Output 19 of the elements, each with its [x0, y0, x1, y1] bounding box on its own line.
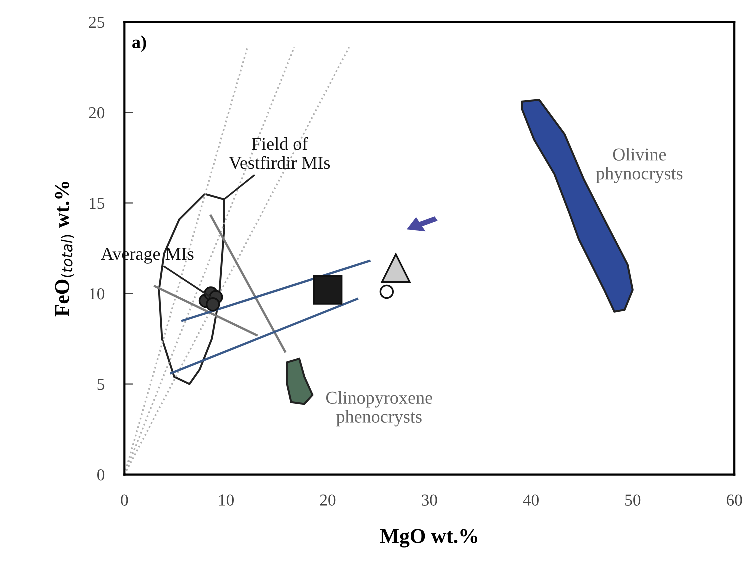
y-tick-label: 5	[98, 379, 105, 390]
annotation: a)	[132, 36, 146, 52]
annotation: Field of Vestfirdir MIs	[229, 137, 330, 170]
x-tick-label: 50	[626, 494, 641, 506]
x-tick-label: 30	[422, 494, 438, 506]
annotation: Clinopyroxene phenocrysts	[326, 391, 432, 427]
x-tick-label: 10	[219, 494, 234, 506]
y-tick-label: 10	[90, 288, 105, 300]
annotation: Olivine phynocrysts	[596, 148, 683, 184]
y-tick-label: 15	[90, 198, 105, 210]
x-tick-label: 60	[726, 494, 742, 506]
y-tick-label: 0	[98, 469, 105, 481]
x-tick-label: 20	[320, 494, 336, 506]
x-axis-title: MgO wt.%	[380, 529, 478, 548]
x-tick-label: 40	[523, 494, 539, 506]
y-tick-label: 20	[89, 107, 105, 119]
x-tick-label: 0	[121, 494, 128, 506]
y-tick-label: 25	[89, 16, 105, 28]
y-axis-title: FeO$_{(total)}$ wt.%	[55, 182, 74, 317]
